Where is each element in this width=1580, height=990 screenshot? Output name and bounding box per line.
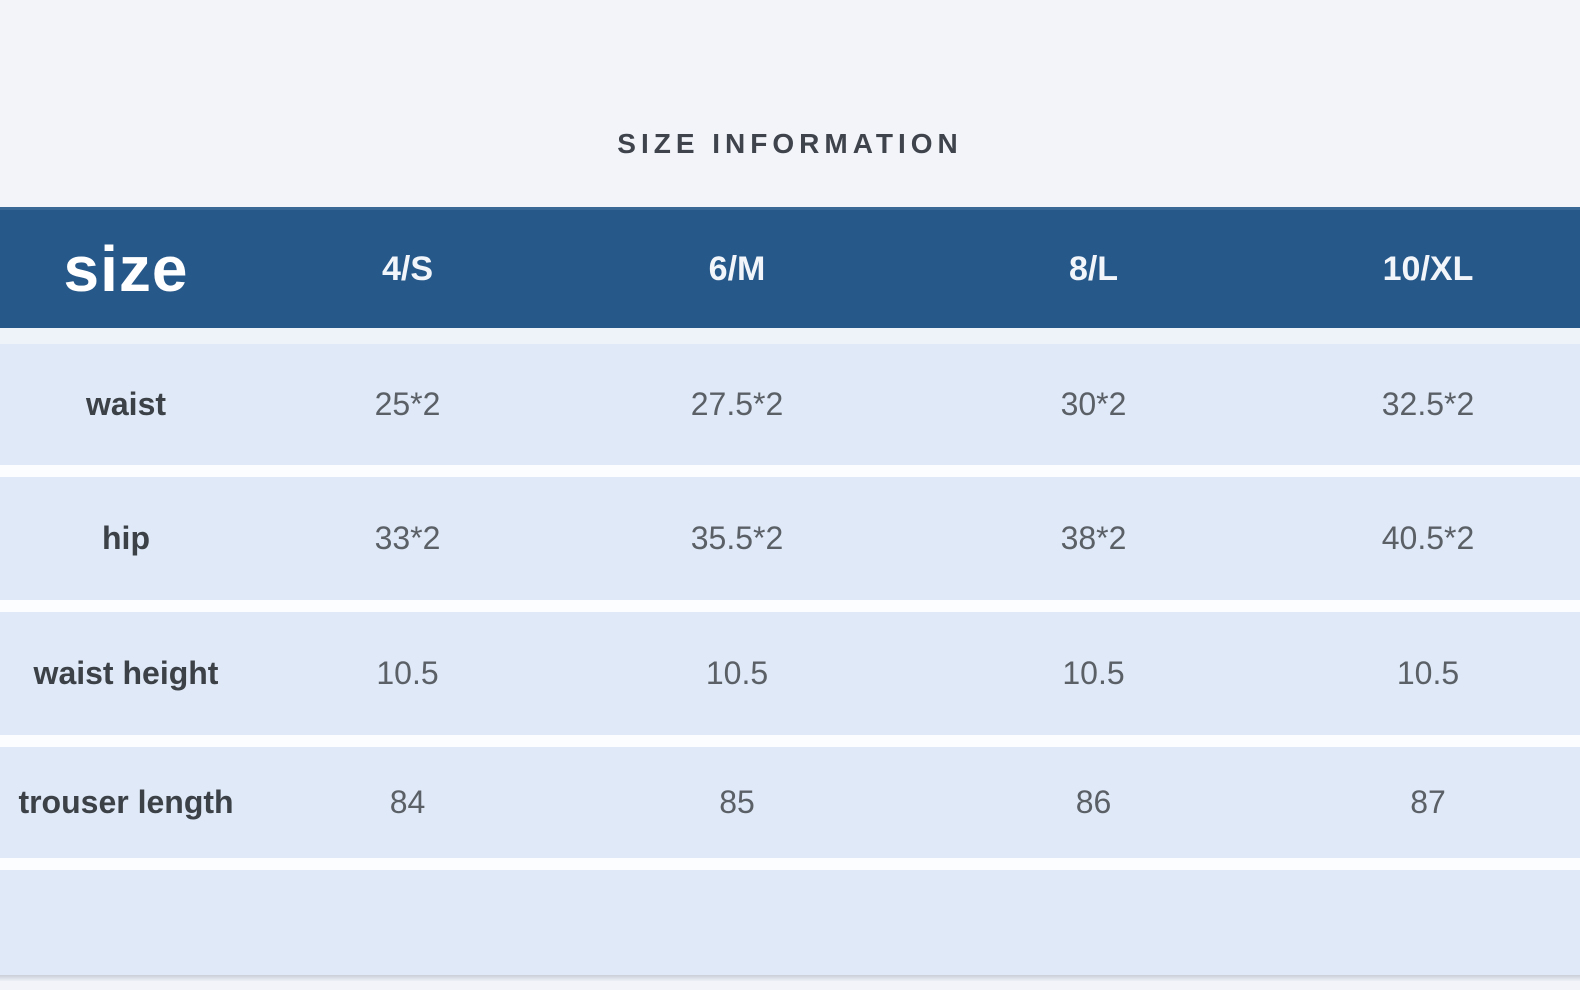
cell-waist-8l: 30*2 (1060, 386, 1127, 422)
table-row-trouser-length: trouser length 84 85 86 87 (0, 747, 1580, 858)
cell-trouser-length-6m: 85 (719, 784, 755, 820)
cell-waist-height-10xl: 10.5 (1396, 655, 1460, 691)
table-row-waist: waist 25*2 27.5*2 30*2 32.5*2 (0, 344, 1580, 465)
cell-hip-10xl: 40.5*2 (1381, 520, 1475, 556)
row-separator (0, 600, 1580, 612)
corner-cell-size: size (63, 233, 189, 305)
row-label-trouser-length: trouser length (18, 784, 234, 820)
cell-trouser-length-8l: 86 (1075, 784, 1112, 820)
column-header-8l: 8/L (1068, 249, 1119, 288)
row-separator (0, 735, 1580, 747)
cell-waist-height-8l: 10.5 (1062, 655, 1125, 691)
cell-waist-10xl: 32.5*2 (1381, 386, 1475, 422)
page-title: SIZE INFORMATION (617, 128, 963, 159)
row-separator (0, 465, 1580, 477)
table-bottom-shadow (0, 975, 1580, 981)
table-row-waist-height: waist height 10.5 10.5 10.5 10.5 (0, 612, 1580, 735)
column-header-4s: 4/S (381, 249, 434, 288)
cell-waist-height-6m: 10.5 (705, 655, 769, 691)
header-gap (0, 328, 1580, 344)
row-separator (0, 858, 1580, 870)
cell-trouser-length-10xl: 87 (1410, 784, 1446, 820)
table-header-row: size 4/S 6/M 8/L 10/XL (0, 207, 1580, 328)
cell-hip-8l: 38*2 (1060, 520, 1127, 556)
cell-waist-height-4s: 10.5 (376, 655, 439, 691)
column-header-10xl: 10/XL (1382, 249, 1474, 288)
size-table: size 4/S 6/M 8/L 10/XL waist 25*2 27.5*2… (0, 207, 1580, 981)
column-header-6m: 6/M (708, 249, 766, 288)
cell-waist-4s: 25*2 (374, 386, 441, 422)
row-label-waist: waist (85, 386, 167, 422)
cell-trouser-length-4s: 84 (389, 784, 426, 820)
row-label-waist-height: waist height (33, 655, 219, 691)
cell-hip-4s: 33*2 (374, 520, 441, 556)
table-row-hip: hip 33*2 35.5*2 38*2 40.5*2 (0, 477, 1580, 600)
empty-row (0, 870, 1580, 975)
cell-hip-6m: 35.5*2 (690, 520, 784, 556)
cell-waist-6m: 27.5*2 (690, 386, 784, 422)
row-label-hip: hip (102, 520, 150, 556)
